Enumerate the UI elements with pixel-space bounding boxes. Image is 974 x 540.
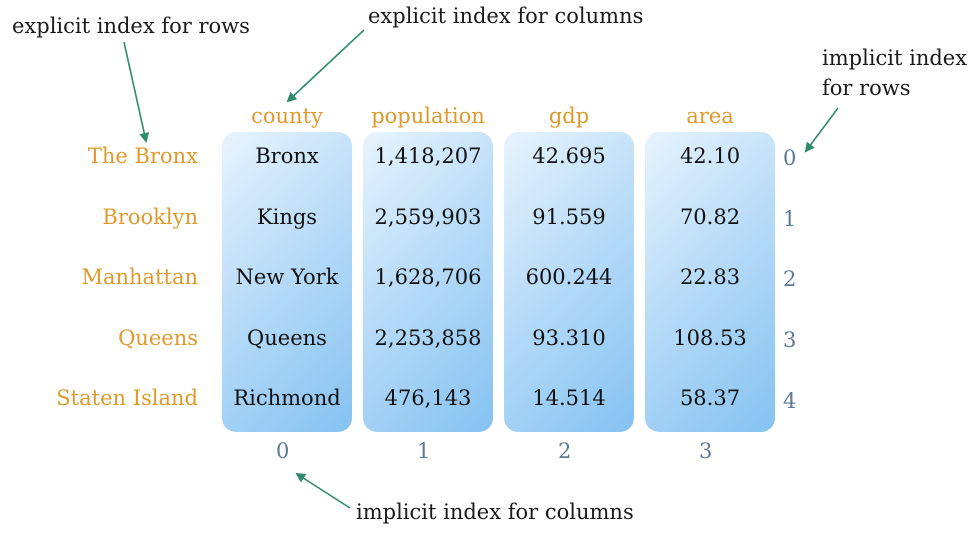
cell-r1-county: Kings [256, 205, 318, 229]
cell-r3-area: 108.53 [673, 326, 747, 350]
column-header-county: county [251, 104, 323, 128]
cell-r1-population: 2,559,903 [374, 205, 482, 229]
column-header-population: population [371, 104, 485, 128]
column-box-county [222, 132, 352, 432]
cell-r2-population: 1,628,706 [374, 265, 482, 289]
arrow-explicit-columns [286, 29, 365, 103]
cell-r0-county: Bronx [255, 144, 319, 168]
cell-r1-gdp: 91.559 [532, 205, 606, 229]
row-label-brooklyn: Brooklyn [102, 205, 198, 229]
cell-r3-county: Queens [247, 326, 327, 350]
annotation-implicit-rows-line2: for rows [822, 76, 911, 100]
cell-r4-population: 476,143 [384, 386, 472, 410]
arrow-implicit-columns [295, 472, 351, 509]
cell-r2-gdp: 600.244 [525, 265, 613, 289]
row-label-staten-island: Staten Island [56, 386, 198, 410]
cell-r0-gdp: 42.695 [532, 144, 606, 168]
column-box-area [645, 132, 775, 432]
implicit-row-index-2: 2 [783, 267, 797, 291]
row-label-the-bronx: The Bronx [87, 144, 198, 168]
cell-r4-gdp: 14.514 [532, 386, 606, 410]
implicit-row-index-4: 4 [783, 389, 797, 413]
annotation-implicit-columns: implicit index for columns [356, 500, 634, 524]
annotation-implicit-rows-line1: implicit index [822, 46, 968, 70]
cell-r1-area: 70.82 [679, 205, 741, 229]
implicit-col-index-3: 3 [699, 439, 713, 463]
cell-r0-population: 1,418,207 [374, 144, 482, 168]
cell-r2-area: 22.83 [679, 265, 741, 289]
annotation-explicit-rows: explicit index for rows [12, 14, 250, 38]
implicit-row-index-1: 1 [783, 207, 797, 231]
cell-r4-area: 58.37 [679, 386, 741, 410]
column-box-gdp [504, 132, 634, 432]
cell-r4-county: Richmond [233, 386, 341, 410]
arrow-explicit-rows [123, 41, 150, 143]
arrow-implicit-rows [804, 107, 839, 153]
implicit-col-index-2: 2 [558, 439, 572, 463]
implicit-row-index-0: 0 [783, 146, 797, 170]
annotation-explicit-columns: explicit index for columns [368, 4, 644, 28]
implicit-col-index-0: 0 [276, 439, 290, 463]
implicit-col-index-1: 1 [417, 439, 431, 463]
cell-r3-population: 2,253,858 [374, 326, 482, 350]
implicit-row-index-3: 3 [783, 328, 797, 352]
column-header-gdp: gdp [548, 104, 590, 128]
column-box-population [363, 132, 493, 432]
column-header-area: area [686, 104, 734, 128]
cell-r2-county: New York [235, 265, 339, 289]
row-label-queens: Queens [118, 326, 198, 350]
cell-r0-area: 42.10 [679, 144, 741, 168]
cell-r3-gdp: 93.310 [532, 326, 606, 350]
row-label-manhattan: Manhattan [81, 265, 198, 289]
